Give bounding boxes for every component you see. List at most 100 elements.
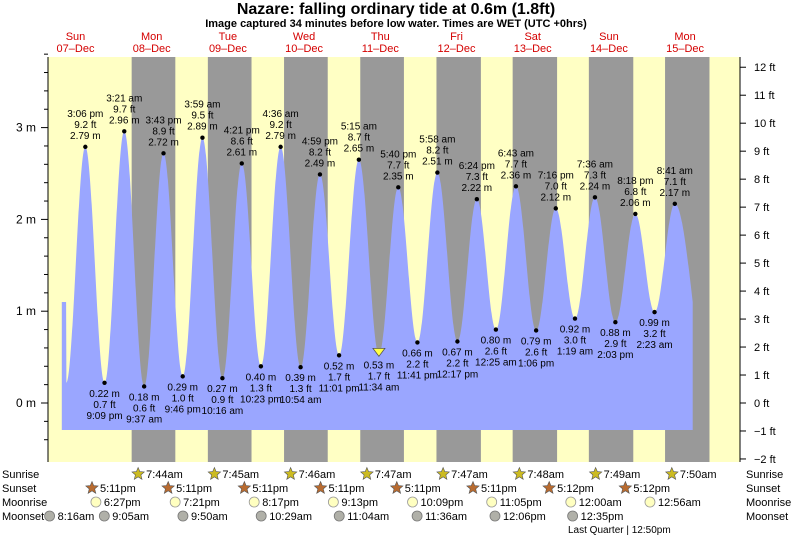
tide-point — [239, 161, 244, 166]
sunset-icon — [542, 480, 557, 494]
sunset-icon — [618, 480, 633, 494]
tide-height-ft: 2.9 ft — [604, 339, 626, 350]
sunrise-icon — [131, 466, 146, 480]
tide-time: 4:59 pm — [302, 136, 338, 147]
moonset-icon — [44, 510, 55, 522]
tide-height-m: 0.66 m — [402, 348, 433, 359]
sunrise-time: 7:50am — [680, 469, 717, 481]
tide-time: 12:25 am — [475, 358, 517, 369]
moonrise-time: 10:09pm — [421, 497, 464, 509]
tide-height-m: 2.79 m — [265, 131, 296, 142]
tide-point — [278, 144, 283, 150]
tide-time: 2:23 am — [636, 340, 672, 351]
right-axis-label: −1 ft — [754, 426, 776, 438]
tide-height-ft: 8.9 ft — [152, 126, 174, 137]
tide-height-m: 2.22 m — [462, 183, 493, 194]
tide-time: 10:23 pm — [240, 394, 282, 405]
tide-point — [455, 339, 460, 344]
high-tide-marker: 5:40 pm7.7 ft2.35 m — [380, 149, 416, 190]
moonset-icon — [567, 510, 579, 522]
tide-height-ft: 1.3 ft — [250, 383, 272, 394]
high-tide-marker: 3:06 pm9.2 ft2.79 m — [67, 109, 103, 150]
tide-height-m: 0.80 m — [481, 336, 512, 347]
tide-time: 3:06 pm — [67, 109, 103, 120]
low-tide-marker: 0.92 m3.0 ft1:19 am — [557, 316, 593, 358]
day-labels: Sun07–DecMon08–DecTue09–DecWed10–DecThu1… — [57, 31, 705, 55]
tide-height-m: 0.29 m — [167, 382, 198, 393]
day-date: 12–Dec — [438, 43, 476, 55]
tide-time: 9:09 pm — [86, 411, 122, 422]
tide-height-ft: 7.1 ft — [664, 177, 686, 188]
tide-point — [652, 309, 657, 315]
day-date: 15–Dec — [666, 43, 704, 55]
sunrise-icon — [283, 466, 298, 480]
tide-time: 3:43 pm — [145, 115, 181, 126]
row-label-moonrise-left: Moonrise — [2, 497, 47, 509]
chart-title: Nazare: falling ordinary tide at 0.6m (1… — [237, 1, 555, 18]
tide-point — [356, 157, 362, 162]
tide-height-ft: 2.2 ft — [406, 359, 428, 370]
tide-point — [161, 151, 166, 156]
tide-height-ft: 7.7 ft — [505, 159, 527, 170]
sunrise-icon — [588, 466, 603, 480]
tide-point — [396, 185, 401, 190]
sunset-icon — [389, 480, 404, 494]
tide-time: 4:21 pm — [224, 125, 260, 136]
tide-height-m: 0.79 m — [521, 336, 552, 347]
tide-time: 3:59 am — [184, 100, 220, 111]
moonset-time: 9:50am — [191, 511, 228, 523]
tide-time: 7:16 pm — [538, 170, 574, 181]
tide-time: 2:03 pm — [597, 350, 633, 361]
sunset-icon — [466, 480, 480, 494]
day-date: 14–Dec — [590, 43, 628, 55]
tide-point — [180, 374, 185, 379]
tide-point — [83, 144, 88, 150]
tide-height-ft: 2.6 ft — [485, 347, 507, 358]
sunrise-time: 7:49am — [604, 469, 641, 481]
tide-time: 5:40 pm — [380, 149, 416, 160]
tide-height-m: 2.35 m — [383, 171, 414, 182]
tide-height-ft: 1.0 ft — [172, 393, 194, 404]
day-of-week: Sun — [599, 31, 619, 43]
current-tide-indicator — [372, 347, 386, 358]
tide-height-m: 2.36 m — [501, 170, 532, 181]
low-tide-marker: 0.22 m0.7 ft9:09 pm — [86, 380, 123, 422]
moon-phase-note: Last Quarter | 12:50pm — [568, 525, 671, 536]
tide-height-ft: 7.0 ft — [545, 181, 567, 192]
sunset-time: 5:11pm — [100, 483, 136, 495]
tide-point — [474, 197, 480, 202]
tide-time: 1:06 pm — [518, 358, 554, 369]
tide-height-ft: 0.6 ft — [133, 403, 155, 414]
tide-height-ft: 9.2 ft — [270, 120, 292, 131]
moonset-icon — [98, 510, 110, 522]
tide-height-ft: 2.2 ft — [446, 358, 468, 369]
right-axis-label: 2 ft — [754, 342, 769, 354]
day-date: 11–Dec — [362, 43, 400, 55]
high-tide-marker: 8:18 pm6.8 ft2.06 m — [617, 176, 653, 217]
right-axis-label: 9 ft — [754, 146, 769, 158]
tide-time: 9:37 am — [126, 414, 162, 425]
moonrise-time: 12:56am — [658, 497, 701, 509]
moonrise-time: 9:13pm — [341, 497, 378, 509]
tide-time: 11:34 am — [358, 382, 399, 393]
tide-point — [415, 340, 420, 345]
right-axis-label: 5 ft — [754, 258, 769, 270]
sunset-time: 5:12pm — [557, 483, 594, 495]
tide-height-ft: 8.6 ft — [231, 136, 253, 147]
tide-markers: 3:06 pm9.2 ft2.79 m0.22 m0.7 ft9:09 pm3:… — [67, 93, 693, 425]
sunset-time: 5:11pm — [252, 483, 288, 495]
day-date: 10–Dec — [285, 43, 323, 55]
sunrise-time: 7:46am — [299, 469, 336, 481]
tide-point — [122, 129, 127, 134]
tide-height-m: 2.06 m — [620, 198, 651, 209]
tide-time: 7:36 am — [577, 159, 613, 170]
tide-height-ft: 1.7 ft — [328, 372, 350, 383]
right-axis-label: −2 ft — [754, 454, 776, 466]
sunset-time: 5:11pm — [405, 483, 441, 495]
tide-height-m: 0.22 m — [89, 389, 120, 400]
